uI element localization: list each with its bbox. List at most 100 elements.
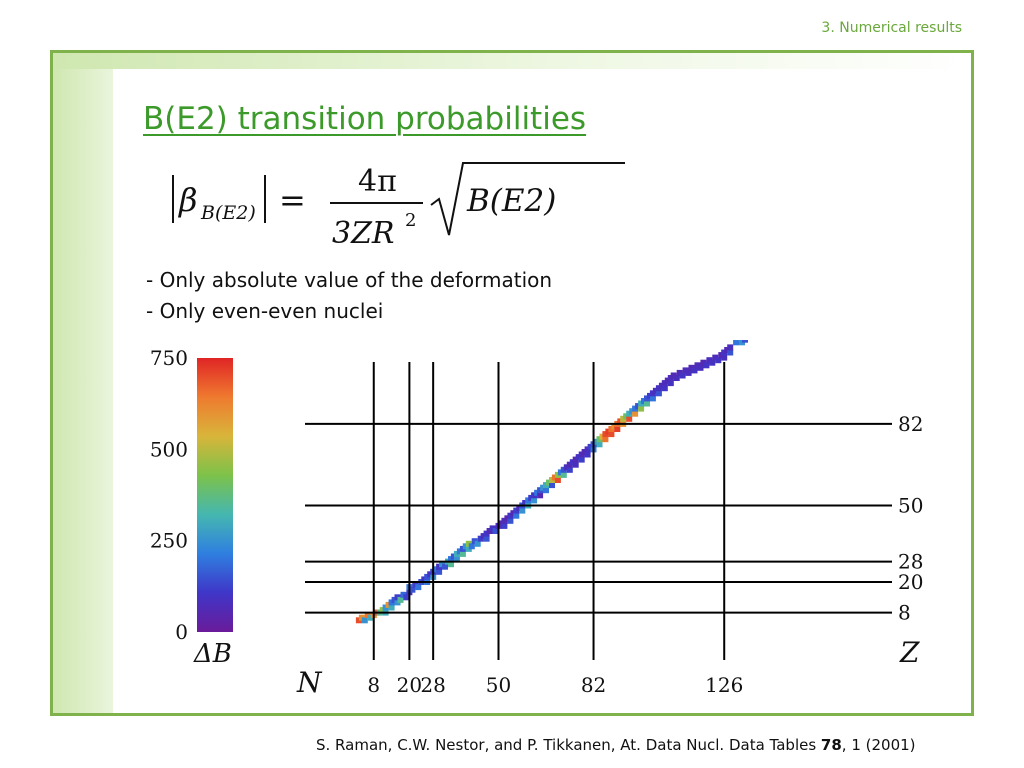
- section-label: 3. Numerical results: [821, 20, 962, 36]
- x-tick-label: 126: [705, 673, 743, 697]
- colorbar-label: ΔB: [193, 639, 232, 669]
- nuclide-cell: [667, 380, 674, 387]
- nuclide-cell: [685, 369, 692, 376]
- colorbar-tick-label: 500: [150, 437, 188, 461]
- x-tick-label: 8: [367, 673, 380, 697]
- x-tick-label: 20: [397, 673, 422, 697]
- nuclide-cell: [614, 426, 621, 432]
- nuclide-cell: [549, 482, 555, 489]
- nuclide-cell: [584, 451, 591, 458]
- nuclide-cell: [531, 497, 538, 504]
- beta-formula: β B(E2) = 4π 3ZR 2 B(E2): [172, 162, 625, 251]
- x-tick-label: 82: [581, 673, 606, 697]
- colorbar-tick-label: 250: [150, 529, 188, 553]
- nuclide-cell: [709, 359, 716, 366]
- nuclide-cell: [632, 405, 639, 412]
- formula-subscript: B(E2): [200, 202, 256, 224]
- frame-gradient-left: [53, 53, 113, 713]
- nuclide-cell: [436, 568, 443, 575]
- formula-numerator: 4π: [358, 164, 397, 199]
- nuclide-cell: [403, 594, 410, 601]
- nuclide-cell: [468, 543, 475, 550]
- colorbar: [197, 358, 233, 632]
- nuclide-cell: [679, 372, 686, 379]
- formula-sqrt-content: B(E2): [466, 183, 556, 219]
- nuclide-cell: [727, 349, 734, 356]
- nuclide-cell: [608, 431, 615, 438]
- nuclide-cell: [388, 604, 395, 611]
- nuclide-cell: [644, 400, 650, 407]
- nuclide-cell: [397, 596, 404, 603]
- nuclide-cell: [448, 561, 454, 568]
- nuclide-cell: [721, 354, 728, 361]
- nuclide-cell: [560, 471, 567, 478]
- nuclide-cell: [537, 492, 544, 499]
- nuclide-cell: [596, 441, 603, 448]
- nuclide-cell: [697, 364, 704, 371]
- x-tick-label: 50: [486, 673, 511, 697]
- nuclide-cell: [492, 528, 499, 534]
- formula-denominator-exponent: 2: [405, 210, 416, 231]
- nuclide-cell: [727, 344, 734, 351]
- nuclide-cell: [415, 584, 422, 591]
- nuclide-cell: [453, 556, 460, 563]
- nuclide-cell: [649, 395, 656, 402]
- nuclide-cell: [367, 614, 374, 621]
- nuclide-cell: [459, 550, 466, 557]
- nuclide-cell: [626, 415, 633, 422]
- y-tick-label: 50: [898, 494, 923, 518]
- sqrt-sign: [430, 162, 625, 236]
- nuclide-cell: [572, 461, 579, 468]
- colorbar-tick-label: 750: [150, 346, 188, 370]
- nuclide-cell: [715, 357, 722, 364]
- citation-suffix: , 1 (2001): [841, 736, 916, 754]
- nuclide-cell: [703, 362, 710, 369]
- bullet-list: - Only absolute value of the deformation…: [146, 265, 552, 327]
- nuclide-cell: [655, 390, 662, 397]
- nuclide-cell: [638, 405, 645, 412]
- y-axis-label: Z: [899, 636, 920, 669]
- nuclide-cell: [507, 517, 514, 524]
- nuclide-cell: [531, 492, 538, 499]
- nuclide-cell: [635, 403, 642, 410]
- nuclide-cell: [513, 512, 520, 519]
- nuclide-cell: [483, 535, 490, 542]
- bullet-item: - Only absolute value of the deformation: [146, 268, 553, 292]
- y-tick-label: 20: [898, 570, 923, 594]
- nuclide-cell: [519, 507, 526, 514]
- nuclide-cell: [733, 340, 740, 346]
- nuclide-cell: [554, 477, 561, 483]
- citation: S. Raman, C.W. Nestor, and P. Tikkanen, …: [316, 736, 916, 754]
- nuclide-cell: [534, 489, 541, 496]
- y-tick-label: 82: [898, 412, 923, 436]
- formula-equals: =: [279, 181, 306, 219]
- frame-gradient-top: [53, 53, 971, 69]
- nuclide-cell: [578, 456, 585, 463]
- x-axis-label: N: [296, 666, 323, 699]
- nuclide-cell: [661, 385, 668, 392]
- nuclide-cell: [673, 375, 680, 381]
- nuclide-cell: [364, 612, 371, 619]
- formula-denominator: 3ZR: [332, 216, 395, 251]
- nuclide-cell: [566, 466, 573, 473]
- nuclide-cell: [409, 586, 416, 593]
- nuclide-cell: [442, 563, 448, 570]
- nuclide-cell: [602, 436, 609, 443]
- y-tick-label: 8: [898, 601, 911, 625]
- nuclide-cell: [501, 522, 508, 529]
- slide-title: B(E2) transition probabilities: [143, 101, 587, 137]
- y-tick-label: 28: [898, 550, 923, 574]
- bullet-item: - Only even-even nuclei: [146, 299, 384, 323]
- nuclide-cell: [474, 540, 481, 547]
- formula-beta: β: [178, 181, 198, 219]
- nuclide-cell: [581, 449, 588, 455]
- nuclide-cell: [691, 367, 698, 374]
- nuclide-cell: [537, 487, 544, 494]
- citation-prefix: S. Raman, C.W. Nestor, and P. Tikkanen, …: [316, 736, 821, 754]
- x-tick-label: 28: [420, 673, 445, 697]
- citation-volume: 78: [820, 736, 842, 754]
- nuclide-cell: [584, 446, 591, 453]
- nuclide-cell: [361, 617, 368, 624]
- colorbar-tick-label: 0: [175, 620, 188, 644]
